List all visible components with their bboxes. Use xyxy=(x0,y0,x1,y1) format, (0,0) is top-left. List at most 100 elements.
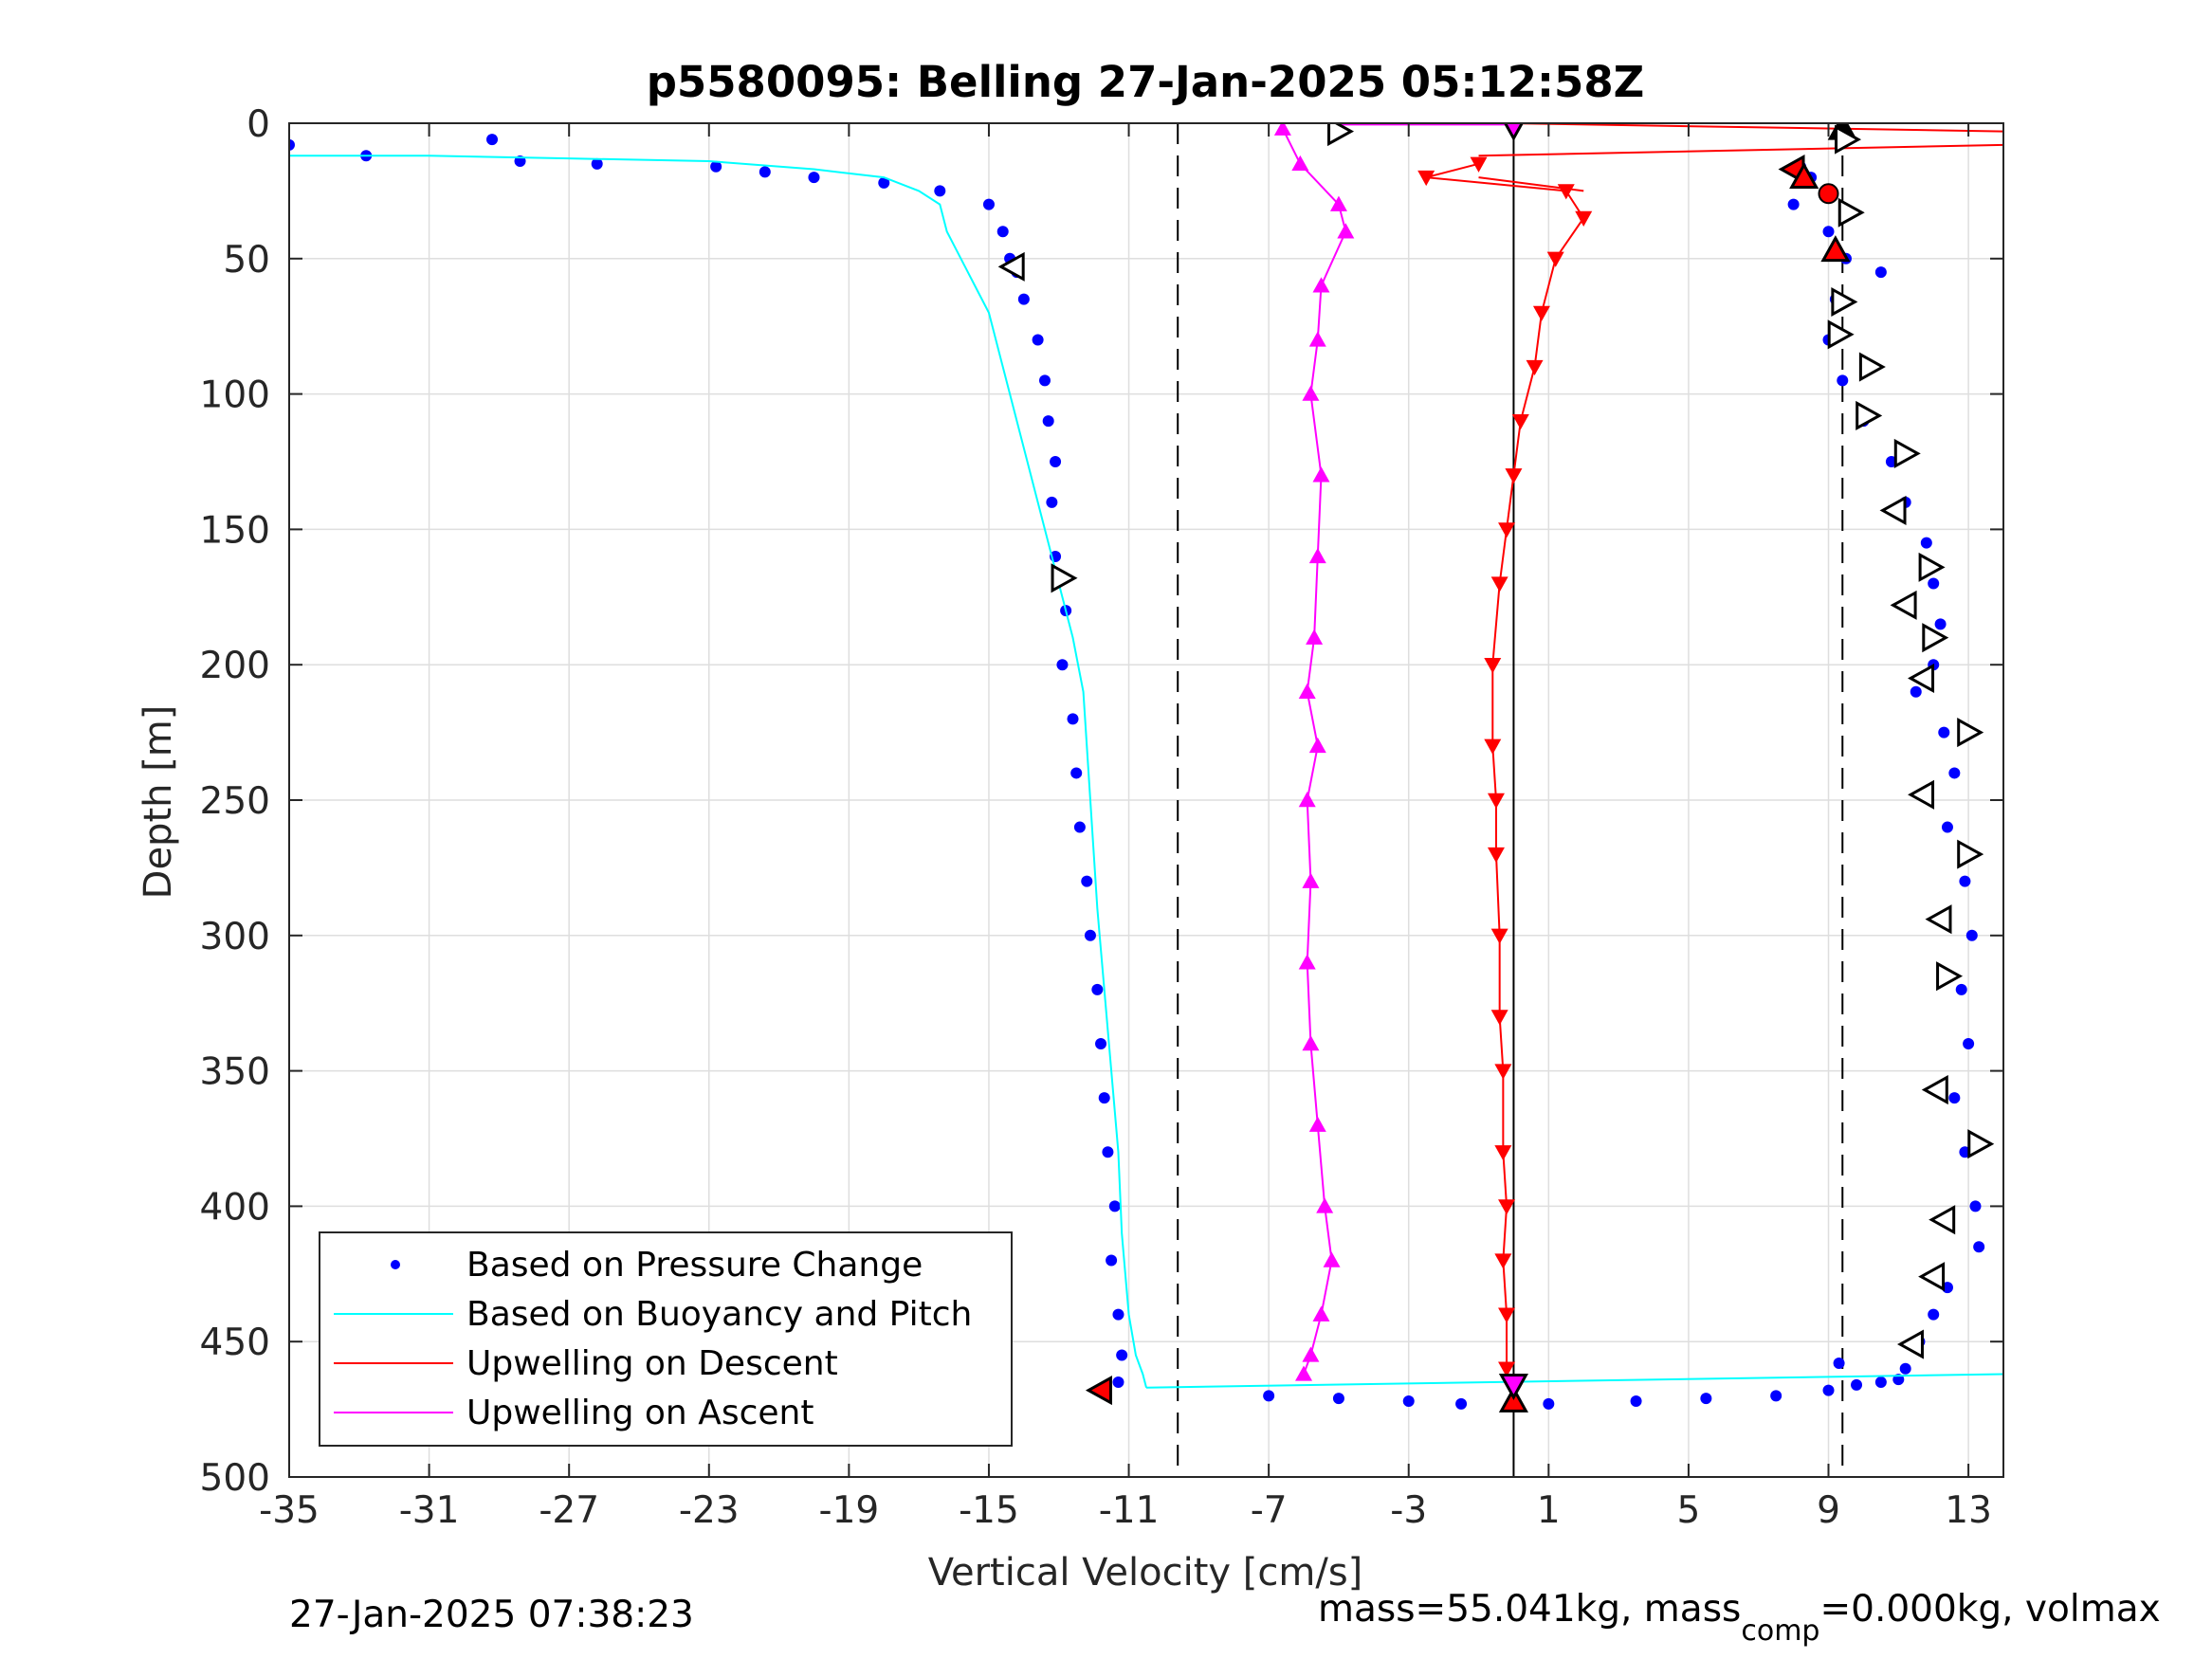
reference-lines xyxy=(1177,123,1844,1477)
data-point xyxy=(1295,1365,1313,1381)
x-tick-label: -31 xyxy=(399,1489,460,1532)
data-point xyxy=(1575,210,1593,227)
marker-point xyxy=(1856,400,1883,430)
x-axis-ticks: -35 -31 -27 -23 -19 -15 -11 -7 -3 1 5 9 13 xyxy=(259,123,1992,1532)
marker-point xyxy=(1837,197,1865,228)
data-point xyxy=(1963,1038,1975,1050)
data-point xyxy=(1494,1253,1512,1269)
data-point xyxy=(1487,793,1505,809)
x-tick-label: -7 xyxy=(1251,1489,1288,1532)
data-point xyxy=(1959,875,1971,887)
data-point xyxy=(1046,496,1058,508)
legend-box xyxy=(319,1231,1013,1447)
data-point xyxy=(591,157,603,170)
marker-point xyxy=(1835,124,1862,155)
x-tick-label: -35 xyxy=(259,1489,320,1532)
data-point xyxy=(1630,1395,1642,1408)
marker-point xyxy=(1918,1262,1946,1292)
series-line xyxy=(1478,143,2003,157)
footer-timestamp: 27-Jan-2025 07:38:23 xyxy=(289,1594,694,1636)
data-point xyxy=(982,198,995,210)
data-point xyxy=(1263,1390,1275,1402)
series-line xyxy=(1145,1373,2003,1389)
marker-point xyxy=(1827,319,1855,350)
legend-swatch-pressure xyxy=(391,1260,400,1269)
data-point xyxy=(1308,331,1326,347)
data-point xyxy=(1543,1397,1555,1410)
series-line xyxy=(1282,128,1347,1375)
marker-point xyxy=(1921,1075,1948,1105)
data-point xyxy=(1526,359,1544,376)
data-point xyxy=(1532,305,1550,321)
y-tick-label: 450 xyxy=(200,1322,270,1364)
data-point xyxy=(1770,1390,1782,1402)
marker-point xyxy=(1498,1373,1528,1400)
data-point xyxy=(1498,522,1516,538)
chart-title: p5580095: Belling 27-Jan-2025 05:12:58Z xyxy=(647,57,1645,107)
data-point xyxy=(1308,547,1326,564)
marker-point xyxy=(1879,495,1907,525)
x-tick-label: -11 xyxy=(1099,1489,1160,1532)
data-point xyxy=(1934,618,1947,630)
data-point xyxy=(1484,738,1502,755)
x-tick-label: 1 xyxy=(1537,1489,1561,1532)
data-point xyxy=(1498,1199,1516,1215)
marker-point xyxy=(1051,563,1078,593)
marker-point xyxy=(1789,162,1819,190)
data-point xyxy=(1308,737,1326,754)
y-axis-ticks: 0 50 100 150 200 250 300 350 400 450 500 xyxy=(200,103,2003,1500)
data-point xyxy=(1494,1064,1512,1080)
data-point xyxy=(1042,415,1054,428)
data-point xyxy=(1112,1308,1124,1321)
x-axis-label: Vertical Velocity [cm/s] xyxy=(928,1551,1363,1595)
y-tick-label: 500 xyxy=(200,1457,270,1500)
data-point xyxy=(1494,1145,1512,1161)
data-point xyxy=(1070,767,1083,779)
data-point xyxy=(1955,983,1967,995)
x-tick-label: -19 xyxy=(819,1489,880,1532)
data-point xyxy=(1490,576,1508,592)
data-point xyxy=(1402,1395,1415,1408)
data-point xyxy=(1511,413,1529,430)
data-point xyxy=(1067,713,1079,725)
data-point xyxy=(1032,334,1044,346)
data-point xyxy=(289,138,295,151)
data-point xyxy=(1081,875,1093,887)
data-point xyxy=(1298,954,1316,970)
y-tick-label: 150 xyxy=(200,509,270,552)
series-line xyxy=(289,155,1147,1389)
data-point xyxy=(1965,929,1978,941)
marker-point xyxy=(1908,779,1935,810)
data-point xyxy=(1098,1092,1110,1104)
data-point xyxy=(1874,1376,1887,1389)
data-point xyxy=(1050,456,1062,467)
y-tick-label: 350 xyxy=(200,1051,270,1094)
y-tick-label: 250 xyxy=(200,780,270,823)
x-tick-label: -27 xyxy=(539,1489,599,1532)
data-point xyxy=(1038,374,1051,387)
legend-label-ascent: Upwelling on Ascent xyxy=(466,1394,814,1432)
data-point xyxy=(1700,1393,1712,1405)
data-point xyxy=(1302,385,1320,401)
data-point xyxy=(1505,468,1523,484)
data-point xyxy=(1498,1307,1516,1323)
data-point xyxy=(1837,374,1849,387)
x-tick-label: 5 xyxy=(1677,1489,1701,1532)
data-point xyxy=(1851,1378,1863,1391)
data-point xyxy=(1833,1358,1845,1370)
marker-point xyxy=(1858,352,1886,382)
data-point xyxy=(1312,277,1330,293)
marker-point xyxy=(1503,123,1524,141)
data-point xyxy=(1106,1254,1118,1267)
data-point xyxy=(1787,198,1800,210)
data-point xyxy=(1484,658,1502,674)
marker-point xyxy=(1936,961,1964,992)
data-point xyxy=(1306,629,1324,645)
data-point xyxy=(1490,928,1508,944)
data-point xyxy=(1308,1116,1326,1132)
data-point xyxy=(486,134,499,146)
data-point xyxy=(1920,537,1932,549)
data-point xyxy=(1938,726,1950,738)
data-point xyxy=(808,172,820,184)
x-tick-label: -23 xyxy=(679,1489,740,1532)
